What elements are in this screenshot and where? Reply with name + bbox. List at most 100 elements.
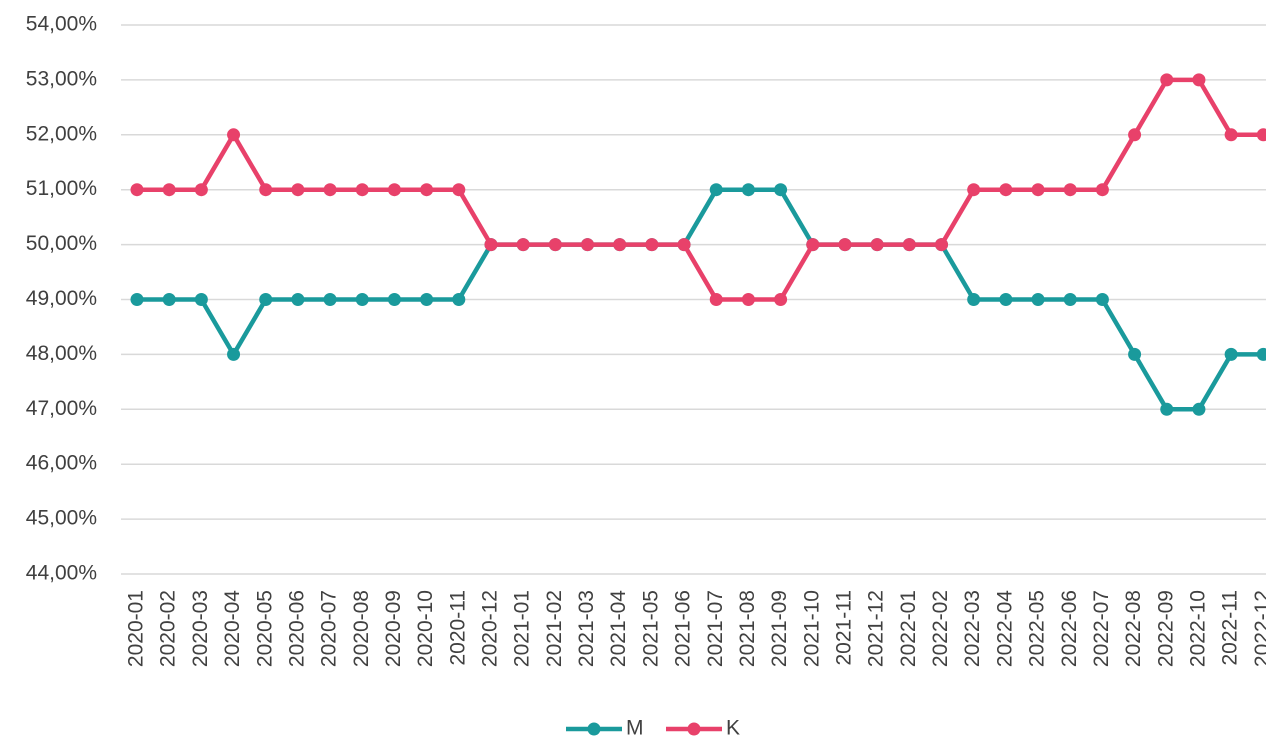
- x-tick-label: 2021-04: [607, 590, 630, 667]
- legend-label: M: [626, 717, 644, 740]
- x-tick-label: 2021-10: [800, 590, 823, 667]
- data-point: [227, 347, 241, 361]
- x-tick-label: 2020-09: [382, 590, 405, 667]
- data-point: [452, 183, 466, 197]
- data-point: [1160, 402, 1174, 416]
- data-point: [1063, 293, 1077, 306]
- data-point: [420, 293, 434, 306]
- y-tick-label: 44,00%: [26, 562, 97, 585]
- data-point: [1095, 183, 1109, 197]
- y-tick-label: 47,00%: [26, 397, 97, 420]
- x-tick-label: 2021-11: [833, 590, 856, 666]
- data-point: [130, 293, 144, 306]
- x-tick-label: 2022-09: [1154, 590, 1177, 667]
- legend-item: K: [666, 717, 740, 740]
- data-point: [1192, 402, 1206, 416]
- x-tick-label: 2022-03: [961, 590, 984, 667]
- data-point: [1128, 347, 1142, 361]
- data-point: [967, 293, 981, 306]
- x-tick-label: 2020-01: [125, 590, 148, 667]
- data-point: [323, 183, 337, 197]
- data-point: [162, 183, 176, 197]
- data-point: [967, 183, 981, 197]
- data-point: [645, 238, 659, 252]
- x-tick-label: 2020-02: [157, 590, 180, 667]
- data-point: [420, 183, 434, 197]
- x-tick-label: 2022-06: [1058, 590, 1081, 667]
- data-point: [194, 293, 208, 306]
- data-point: [870, 238, 884, 252]
- data-point: [1224, 347, 1238, 361]
- data-point: [355, 293, 369, 306]
- data-point: [548, 238, 562, 252]
- data-point: [709, 183, 723, 197]
- data-point: [1160, 73, 1174, 87]
- data-point: [387, 293, 401, 306]
- data-point: [902, 238, 916, 252]
- data-point: [581, 238, 595, 252]
- data-point: [999, 183, 1013, 197]
- data-point: [1224, 128, 1238, 142]
- y-tick-label: 51,00%: [26, 177, 97, 200]
- data-point: [259, 183, 273, 197]
- data-point: [741, 293, 755, 306]
- x-tick-label: 2020-05: [253, 590, 276, 667]
- legend-item: M: [566, 717, 644, 740]
- x-tick-label: 2021-05: [639, 590, 662, 667]
- x-tick-label: 2022-11: [1219, 590, 1242, 666]
- y-tick-label: 45,00%: [26, 507, 97, 530]
- y-tick-label: 52,00%: [26, 122, 97, 145]
- x-tick-label: 2021-12: [865, 590, 888, 667]
- x-tick-label: 2022-04: [993, 590, 1016, 667]
- y-tick-label: 48,00%: [26, 342, 97, 365]
- y-tick-label: 54,00%: [26, 13, 97, 36]
- data-point: [227, 128, 241, 142]
- x-tick-label: 2020-04: [221, 590, 244, 667]
- data-point: [291, 293, 305, 306]
- legend-marker: [587, 722, 601, 736]
- x-tick-label: 2021-02: [543, 590, 566, 667]
- x-tick-label: 2022-10: [1186, 590, 1209, 667]
- data-point: [452, 293, 466, 306]
- data-point: [1063, 183, 1077, 197]
- legend-marker: [687, 722, 701, 736]
- data-point: [130, 183, 144, 197]
- data-point: [194, 183, 208, 197]
- data-point: [1031, 293, 1045, 306]
- x-tick-label: 2020-03: [189, 590, 212, 667]
- data-point: [774, 183, 788, 197]
- y-tick-label: 46,00%: [26, 452, 97, 475]
- data-point: [291, 183, 305, 197]
- x-tick-label: 2022-01: [897, 590, 920, 667]
- data-point: [1256, 128, 1266, 142]
- data-point: [741, 183, 755, 197]
- x-tick-label: 2020-07: [318, 590, 341, 667]
- x-tick-label: 2020-08: [350, 590, 373, 667]
- data-point: [484, 238, 498, 252]
- data-point: [613, 238, 627, 252]
- data-point: [1192, 73, 1206, 87]
- x-tick-label: 2020-06: [285, 590, 308, 667]
- x-tick-label: 2020-11: [446, 590, 469, 666]
- x-tick-label: 2021-06: [672, 590, 695, 667]
- x-tick-label: 2021-07: [704, 590, 727, 667]
- data-point: [1256, 347, 1266, 361]
- x-tick-label: 2021-08: [736, 590, 759, 667]
- data-point: [677, 238, 691, 252]
- data-point: [387, 183, 401, 197]
- data-point: [516, 238, 530, 252]
- y-tick-label: 50,00%: [26, 232, 97, 255]
- data-point: [1095, 293, 1109, 306]
- data-point: [1031, 183, 1045, 197]
- data-point: [774, 293, 788, 306]
- y-tick-label: 53,00%: [26, 67, 97, 90]
- data-point: [259, 293, 273, 306]
- x-tick-label: 2020-10: [414, 590, 437, 667]
- x-tick-label: 2022-05: [1026, 590, 1049, 667]
- legend-label: K: [726, 717, 740, 740]
- data-point: [162, 293, 176, 306]
- x-tick-label: 2021-01: [511, 590, 534, 667]
- x-tick-label: 2022-12: [1251, 590, 1266, 667]
- data-point: [709, 293, 723, 306]
- data-point: [355, 183, 369, 197]
